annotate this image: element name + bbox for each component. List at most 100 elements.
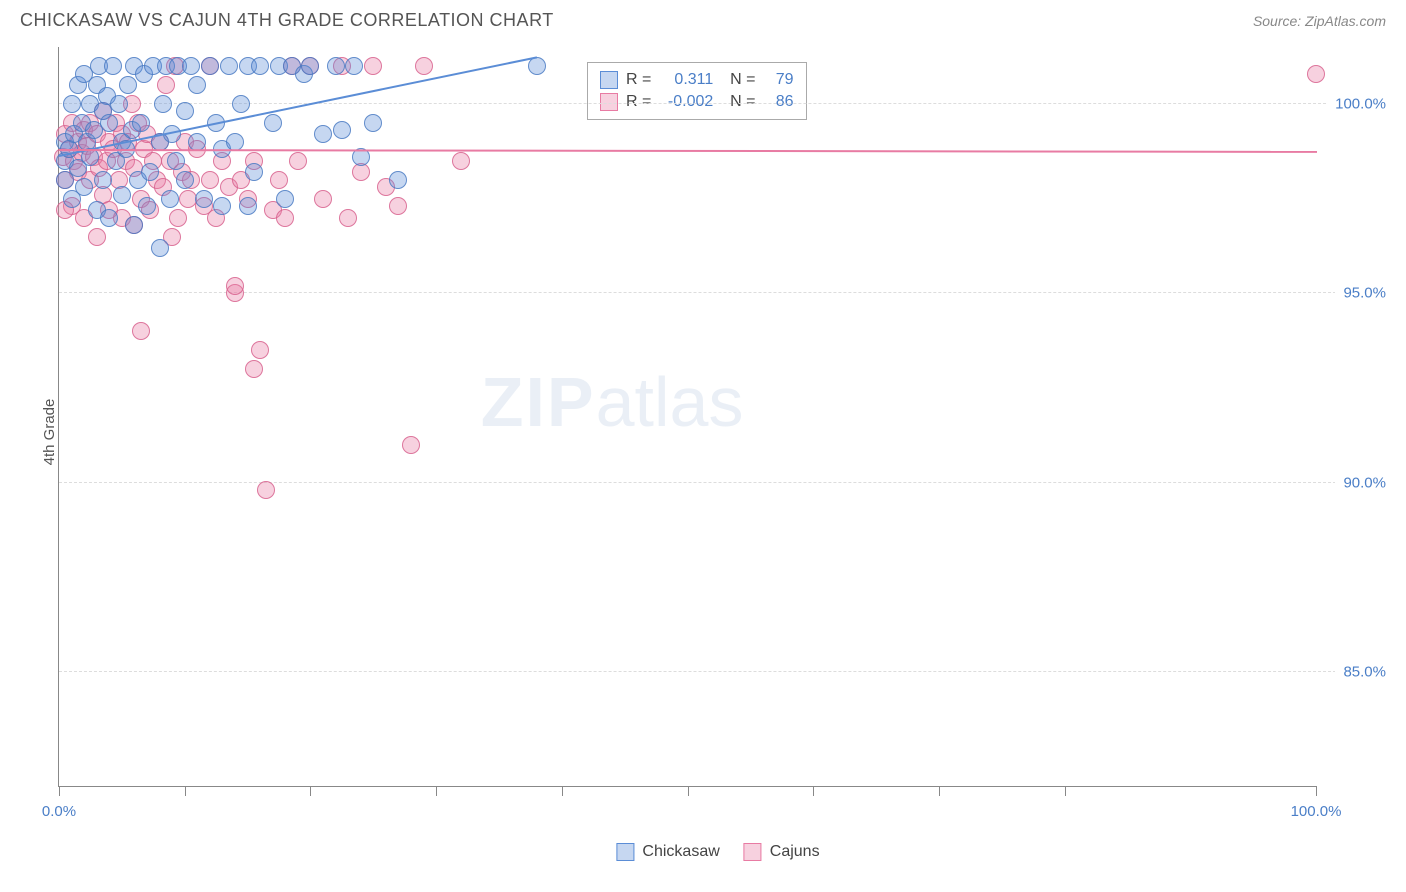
scatter-point — [195, 190, 213, 208]
scatter-point — [100, 114, 118, 132]
x-tick — [1316, 786, 1317, 796]
scatter-point — [289, 152, 307, 170]
scatter-point — [201, 57, 219, 75]
scatter-point — [154, 95, 172, 113]
scatter-point — [389, 197, 407, 215]
scatter-point — [402, 436, 420, 454]
source-attribution: Source: ZipAtlas.com — [1253, 13, 1386, 29]
chart-title: CHICKASAW VS CAJUN 4TH GRADE CORRELATION… — [20, 10, 554, 31]
scatter-point — [167, 152, 185, 170]
gridline-h — [59, 292, 1386, 293]
x-tick-label: 100.0% — [1291, 803, 1342, 820]
scatter-point — [339, 209, 357, 227]
series-swatch-icon — [600, 71, 618, 89]
scatter-point — [364, 114, 382, 132]
scatter-point — [125, 216, 143, 234]
legend-item: Cajuns — [744, 843, 820, 861]
legend: Chickasaw Cajuns — [616, 843, 819, 861]
scatter-point — [104, 57, 122, 75]
scatter-point — [151, 239, 169, 257]
x-tick — [813, 786, 814, 796]
stats-row: R =-0.002 N =86 — [600, 91, 794, 113]
scatter-point — [314, 125, 332, 143]
watermark: ZIPatlas — [481, 362, 744, 442]
scatter-point — [276, 190, 294, 208]
scatter-point — [88, 228, 106, 246]
scatter-point — [276, 209, 294, 227]
x-tick — [59, 786, 60, 796]
stat-n-value: 79 — [764, 71, 794, 89]
scatter-point — [157, 76, 175, 94]
watermark-zip: ZIP — [481, 363, 596, 441]
scatter-point — [188, 76, 206, 94]
scatter-point — [245, 163, 263, 181]
x-tick — [185, 786, 186, 796]
scatter-point — [176, 171, 194, 189]
gridline-h — [59, 482, 1386, 483]
y-tick-label: 90.0% — [1335, 474, 1386, 491]
scatter-point — [226, 133, 244, 151]
scatter-point — [213, 197, 231, 215]
scatter-point — [389, 171, 407, 189]
scatter-point — [110, 95, 128, 113]
stats-row: R = 0.311 N = 79 — [600, 69, 794, 91]
scatter-point — [176, 102, 194, 120]
scatter-point — [251, 57, 269, 75]
legend-swatch-icon — [616, 843, 634, 861]
scatter-point — [245, 360, 263, 378]
x-tick — [562, 786, 563, 796]
scatter-point — [327, 57, 345, 75]
stats-box: R =0.311 N =79R =-0.002 N =86 — [587, 62, 807, 120]
scatter-point — [94, 171, 112, 189]
scatter-point — [138, 197, 156, 215]
x-tick — [310, 786, 311, 796]
scatter-point — [63, 95, 81, 113]
scatter-point — [188, 133, 206, 151]
y-tick-label: 95.0% — [1335, 285, 1386, 302]
scatter-point — [452, 152, 470, 170]
stat-r-value: 0.311 — [659, 71, 713, 89]
stat-n-label: N = — [721, 93, 755, 111]
scatter-point — [119, 76, 137, 94]
scatter-point — [132, 114, 150, 132]
legend-label: Chickasaw — [642, 843, 719, 861]
scatter-point — [141, 163, 159, 181]
gridline-h — [59, 671, 1386, 672]
scatter-point — [161, 190, 179, 208]
y-tick-label: 100.0% — [1327, 95, 1386, 112]
legend-item: Chickasaw — [616, 843, 719, 861]
scatter-point — [301, 57, 319, 75]
series-swatch-icon — [600, 93, 618, 111]
scatter-point — [232, 95, 250, 113]
scatter-point — [113, 186, 131, 204]
scatter-point — [415, 57, 433, 75]
scatter-point — [226, 277, 244, 295]
scatter-point — [182, 57, 200, 75]
scatter-point — [239, 197, 257, 215]
scatter-point — [345, 57, 363, 75]
stat-n-label: N = — [721, 71, 755, 89]
x-tick — [939, 786, 940, 796]
stat-r-label: R = — [626, 93, 651, 111]
x-tick — [1065, 786, 1066, 796]
scatter-point — [314, 190, 332, 208]
scatter-point — [270, 171, 288, 189]
scatter-point — [201, 171, 219, 189]
scatter-point — [257, 481, 275, 499]
scatter-point — [333, 121, 351, 139]
y-axis-label: 4th Grade — [41, 399, 58, 466]
legend-label: Cajuns — [770, 843, 820, 861]
chart-container: 4th Grade ZIPatlas R =0.311 N =79R =-0.0… — [50, 37, 1386, 827]
gridline-h — [59, 103, 1386, 104]
watermark-atlas: atlas — [596, 363, 744, 441]
scatter-point — [364, 57, 382, 75]
scatter-point — [100, 209, 118, 227]
scatter-point — [264, 114, 282, 132]
legend-swatch-icon — [744, 843, 762, 861]
y-tick-label: 85.0% — [1335, 664, 1386, 681]
plot-area: ZIPatlas R =0.311 N =79R =-0.002 N =86 8… — [58, 47, 1316, 787]
stat-r-label: R = — [626, 71, 651, 89]
stat-r-value: -0.002 — [659, 93, 713, 111]
scatter-point — [169, 209, 187, 227]
x-tick — [436, 786, 437, 796]
